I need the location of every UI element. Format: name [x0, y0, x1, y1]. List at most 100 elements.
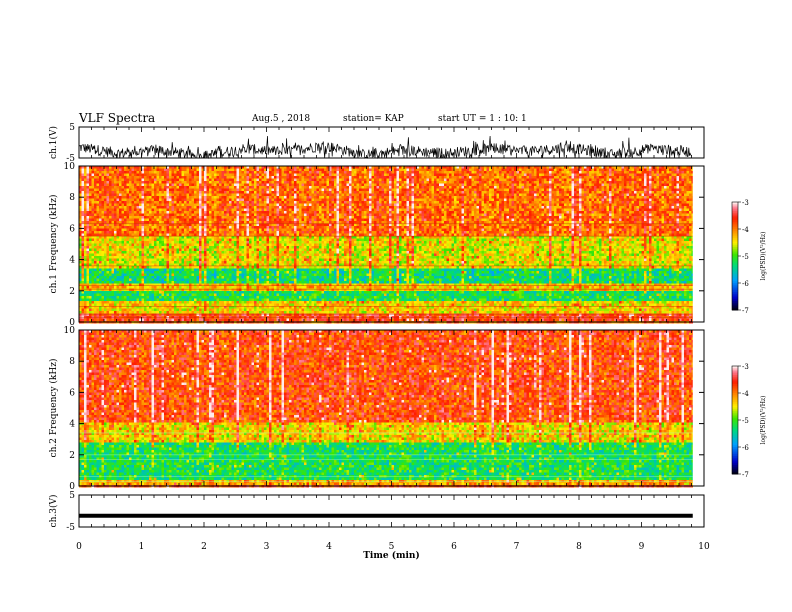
spectrogram-cell: [416, 203, 419, 206]
spectrogram-cell: [444, 186, 447, 189]
spectrogram-cell: [189, 173, 192, 176]
spectrogram-cell: [189, 171, 192, 174]
spectrogram-cell: [124, 173, 127, 176]
spectrogram-cell: [346, 196, 349, 199]
spectrogram-cell: [686, 191, 689, 194]
spectrogram-cell: [611, 166, 614, 169]
spectrogram-cell: [181, 196, 184, 199]
spectrogram-cell: [326, 203, 329, 206]
spectrogram-cell: [379, 173, 382, 176]
spectrogram-cell: [504, 193, 507, 196]
spectrogram-cell: [581, 181, 584, 184]
spectrogram-cell: [416, 201, 419, 204]
spectrogram-cell: [689, 183, 692, 186]
spectrogram-cell: [201, 191, 204, 194]
spectrogram-cell: [559, 178, 562, 181]
spectrogram-cell: [659, 203, 662, 206]
spectrogram-cell: [251, 211, 254, 214]
spectrogram-cell: [146, 203, 149, 206]
spectrogram-cell: [376, 206, 379, 209]
spectrogram-cell: [134, 168, 137, 171]
spectrogram-cell: [79, 168, 82, 171]
spectrogram-cell: [376, 211, 379, 214]
spectrogram-cell: [339, 191, 342, 194]
spectrogram-cell: [674, 208, 677, 211]
spectrogram-cell: [141, 191, 144, 194]
spectrogram-cell: [469, 171, 472, 174]
spectrogram-cell: [259, 176, 262, 179]
spectrogram-cell: [519, 213, 522, 216]
spectrogram-cell: [236, 181, 239, 184]
spectrogram-cell: [514, 186, 517, 189]
spectrogram-cell: [286, 191, 289, 194]
spectrogram-cell: [201, 213, 204, 216]
spectrogram-cell: [536, 183, 539, 186]
spectrogram-cell: [436, 201, 439, 204]
spectrogram-cell: [459, 196, 462, 199]
spectrogram-cell: [331, 176, 334, 179]
spectrogram-cell: [234, 213, 237, 216]
spectrogram-cell: [339, 198, 342, 201]
spectrogram-cell: [144, 166, 147, 169]
spectrogram-cell: [209, 166, 212, 169]
spectrogram-cell: [256, 188, 259, 191]
spectrogram-cell: [366, 193, 369, 196]
spectrogram-cell: [189, 213, 192, 216]
spectrogram-cell: [161, 178, 164, 181]
spectrogram-cell: [381, 183, 384, 186]
spectrogram-cell: [391, 203, 394, 206]
spectrogram-cell: [529, 213, 532, 216]
spectrogram-cell: [546, 186, 549, 189]
spectrogram-cell: [99, 206, 102, 209]
spectrogram-cell: [129, 211, 132, 214]
spectrogram-cell: [519, 196, 522, 199]
spectrogram-cell: [274, 213, 277, 216]
spectrogram-cell: [241, 193, 244, 196]
spectrogram-cell: [244, 206, 247, 209]
spectrogram-cell: [344, 181, 347, 184]
spectrogram-cell: [629, 201, 632, 204]
spectrogram-cell: [484, 201, 487, 204]
spectrogram-cell: [81, 168, 84, 171]
spectrogram-cell: [636, 211, 639, 214]
spectrogram-cell: [424, 183, 427, 186]
spectrogram-cell: [186, 198, 189, 201]
spectrogram-cell: [486, 171, 489, 174]
spectrogram-cell: [249, 191, 252, 194]
spectrogram-cell: [609, 188, 612, 191]
spectrogram-cell: [84, 186, 87, 189]
spectrogram-cell: [641, 173, 644, 176]
spectrogram-cell: [479, 193, 482, 196]
spectrogram-cell: [91, 178, 94, 181]
spectrogram-cell: [456, 181, 459, 184]
spectrogram-cell: [584, 196, 587, 199]
spectrogram-cell: [501, 208, 504, 211]
spectrogram-cell: [436, 206, 439, 209]
spectrogram-cell: [236, 173, 239, 176]
spectrogram-cell: [211, 206, 214, 209]
spectrogram-cell: [381, 166, 384, 169]
spectrogram-cell: [79, 176, 82, 179]
spectrogram-cell: [446, 186, 449, 189]
spectrogram-cell: [509, 206, 512, 209]
spectrogram-cell: [154, 201, 157, 204]
spectrogram-cell: [689, 206, 692, 209]
spectrogram-cell: [579, 211, 582, 214]
spectrogram-cell: [526, 183, 529, 186]
spectrogram-cell: [504, 183, 507, 186]
spectrogram-cell: [619, 168, 622, 171]
spectrogram-cell: [246, 203, 249, 206]
spectrogram-cell: [316, 166, 319, 169]
spectrogram-cell: [576, 203, 579, 206]
spectrogram-cell: [389, 196, 392, 199]
spectrogram-cell: [634, 178, 637, 181]
spectrogram-cell: [624, 203, 627, 206]
spectrogram-cell: [506, 183, 509, 186]
spectrogram-cell: [371, 211, 374, 214]
spectrogram-cell: [589, 198, 592, 201]
spectrogram-cell: [81, 176, 84, 179]
spectrogram-cell: [204, 188, 207, 191]
spectrogram-cell: [356, 206, 359, 209]
spectrogram-cell: [219, 201, 222, 204]
spectrogram-cell: [469, 183, 472, 186]
